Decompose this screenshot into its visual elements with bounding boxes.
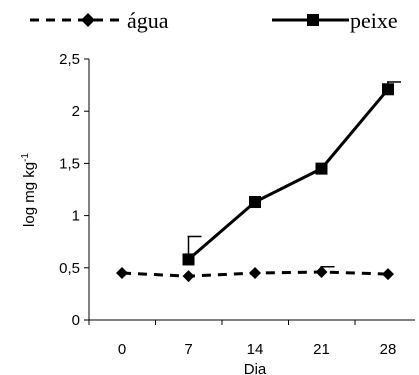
legend-item-peixe: peixe [272,8,398,33]
legend-marker-peixe [307,14,319,26]
x-tick-label: 28 [380,341,397,358]
legend-label-peixe: peixe [350,8,398,33]
y-axis-title: log mg kg-1 [20,153,38,227]
x-ticks: 0 7 14 21 28 [88,320,397,358]
data-point-agua [182,270,195,283]
data-point-peixe [182,253,195,266]
data-point-agua [249,267,261,280]
data-point-peixe [315,162,328,175]
y-ticks: 0 0,5 1 1,5 2 2,5 [59,51,89,329]
data-point-agua [315,265,328,278]
y-axis-title-superscript: -1 [20,153,31,162]
y-tick-label: 1,5 [59,155,80,172]
y-axis-title-main: log mg kg [21,162,38,227]
y-tick-label: 2,5 [59,51,80,68]
series-layer [116,81,401,283]
y-tick-label: 0,5 [59,260,80,277]
series-line-peixe [187,88,390,261]
x-tick-label: 7 [184,341,192,358]
data-point-peixe [249,196,261,209]
x-tick-label: 14 [247,341,264,358]
legend-marker-agua [81,13,95,27]
x-tick-label: 0 [118,341,126,358]
y-tick-label: 2 [72,103,80,120]
legend: água peixe [30,8,398,33]
data-point-agua [116,267,128,280]
x-tick-label: 21 [313,341,330,358]
data-point-agua [382,268,394,281]
x-axis-title: Dia [244,361,267,375]
y-tick-label: 1 [72,208,80,225]
legend-item-agua: água [30,8,169,33]
y-tick-label: 0 [72,312,80,329]
data-point-peixe [382,83,394,96]
legend-label-agua: água [127,8,169,33]
